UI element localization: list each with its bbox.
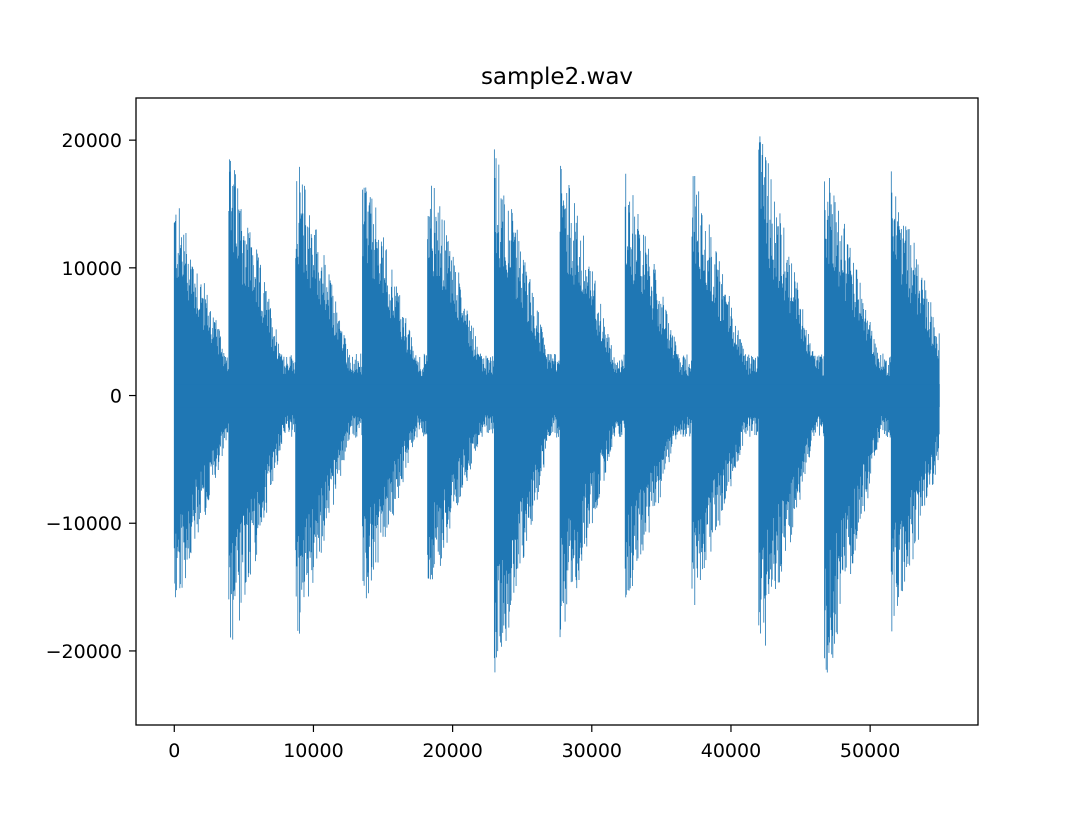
y-tick-label: 20000 [62,130,122,152]
chart-title: sample2.wav [481,64,633,90]
x-tick-label: 50000 [840,740,900,762]
x-tick-label: 0 [168,740,180,762]
x-axis: 0 10000 20000 30000 40000 50000 [168,725,900,762]
plot-area [173,136,940,673]
x-tick-label: 30000 [562,740,622,762]
y-tick-label: −20000 [46,641,122,663]
y-tick-label: −10000 [46,513,122,535]
y-tick-label: 10000 [62,258,122,280]
x-tick-label: 20000 [422,740,482,762]
y-tick-label: 0 [110,386,122,408]
y-axis: 20000 10000 0 −10000 −20000 [46,130,136,663]
waveform-center-band [174,384,940,408]
x-tick-label: 10000 [283,740,343,762]
waveform-series [173,136,940,673]
x-tick-label: 40000 [701,740,761,762]
axes-frame [135,97,979,726]
